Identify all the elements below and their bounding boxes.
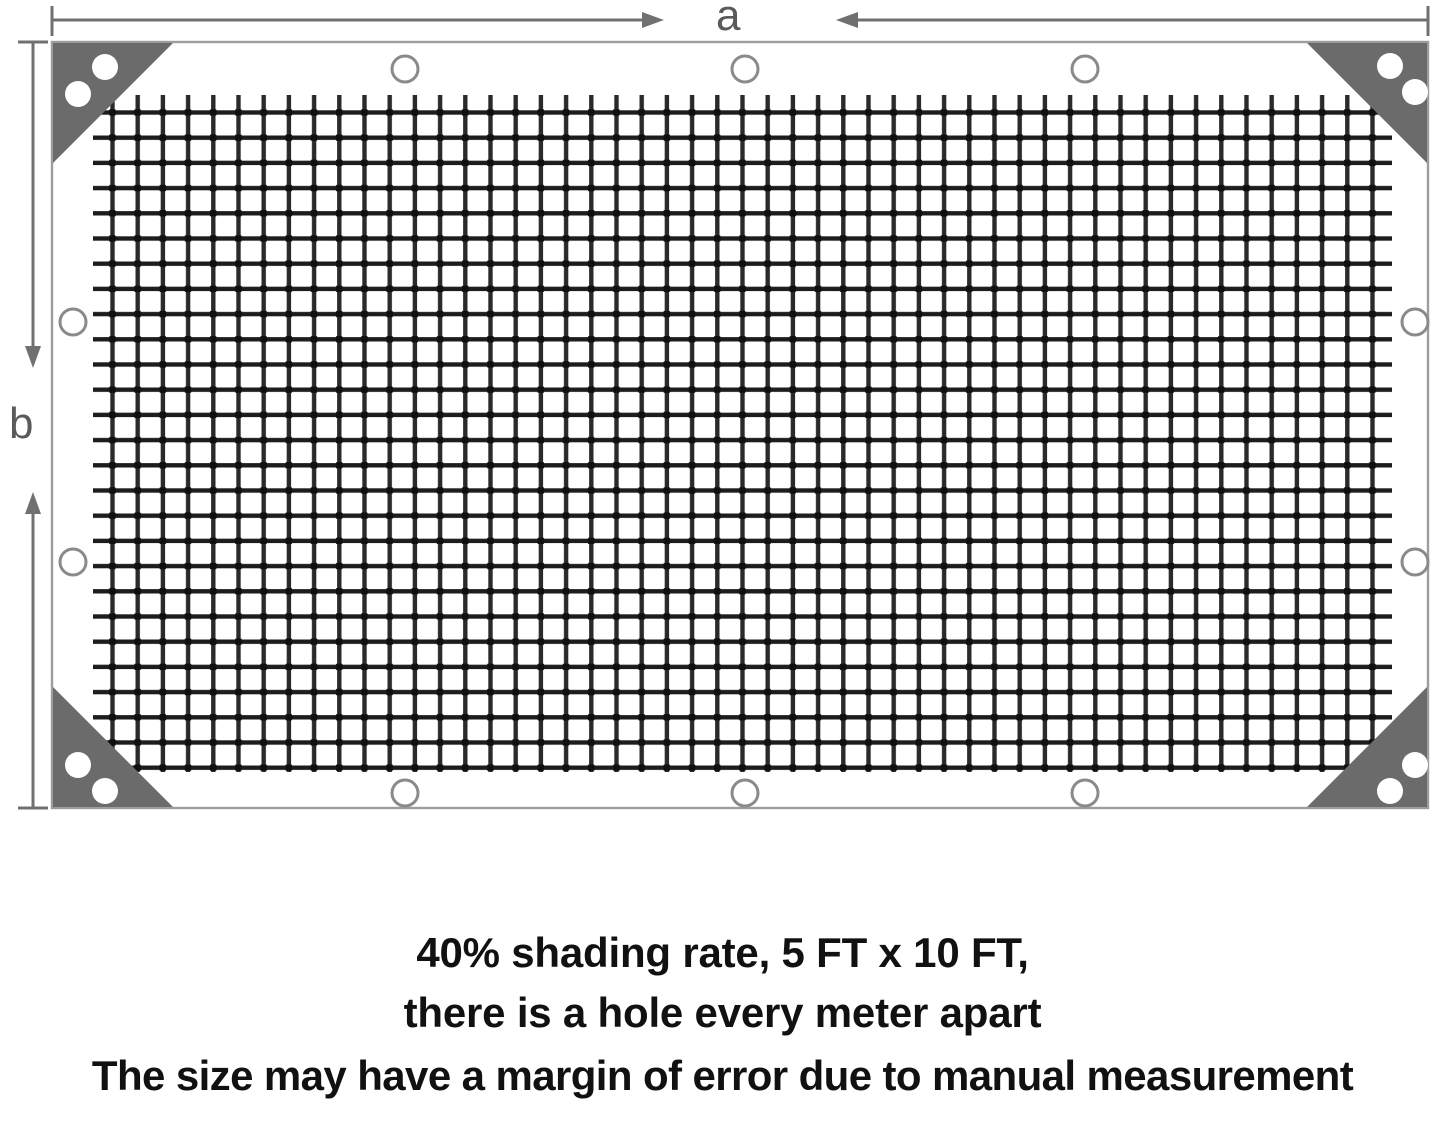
corner-patch-top-right <box>1307 43 1428 163</box>
mesh-field <box>93 95 1392 772</box>
grommet-bottom-2 <box>730 778 760 808</box>
mesh-intersection-knots <box>93 95 1392 772</box>
dimension-b-up-arrowhead <box>25 492 41 514</box>
corner-hole-top-left-2 <box>65 81 91 107</box>
grommet-left-2 <box>58 547 88 577</box>
caption-line-hole-spacing: there is a hole every meter apart <box>403 989 1042 1036</box>
dimension-b-group <box>18 40 48 810</box>
edge-grommets <box>58 54 1430 808</box>
corner-hole-bottom-right-1 <box>1402 752 1428 778</box>
corner-hole-bottom-left-1 <box>65 752 91 778</box>
corner-hole-bottom-left-2 <box>92 778 118 804</box>
grommet-right-1 <box>1400 307 1430 337</box>
corner-patch-bottom-right <box>1307 687 1428 807</box>
corner-patch-top-left-shape <box>53 43 173 163</box>
dimension-a-right-arrowhead <box>836 12 858 28</box>
caption-line-shading-rate: 40% shading rate, 5 FT x 10 FT, <box>416 929 1029 976</box>
corner-patches <box>53 43 1428 807</box>
grommet-top-3 <box>1070 54 1100 84</box>
corner-patch-bottom-right-shape <box>1307 687 1427 807</box>
dimension-b-down-arrowhead <box>25 346 41 368</box>
corner-hole-top-right-2 <box>1402 79 1428 105</box>
shade-cloth-illustration <box>18 6 1430 810</box>
grommet-left-1 <box>58 307 88 337</box>
grommet-bottom-1 <box>390 778 420 808</box>
caption-line-measurement-disclaimer: The size may have a margin of error due … <box>91 1052 1354 1099</box>
corner-patch-bottom-left <box>53 687 173 807</box>
corner-hole-top-right-1 <box>1377 53 1403 79</box>
grommet-top-2 <box>730 54 760 84</box>
dimension-label-b: b <box>9 399 34 448</box>
grommet-top-1 <box>390 54 420 84</box>
grommet-right-2 <box>1400 547 1430 577</box>
dimension-a-group <box>50 6 1430 36</box>
corner-patch-top-left <box>53 43 173 163</box>
corner-hole-bottom-right-2 <box>1377 778 1403 804</box>
dimension-label-a: a <box>716 0 741 40</box>
caption-block: 40% shading rate, 5 FT x 10 FT, there is… <box>0 925 1445 1107</box>
dimension-a-left-arrowhead <box>642 12 664 28</box>
grommet-bottom-3 <box>1070 778 1100 808</box>
corner-hole-top-left-1 <box>92 54 118 80</box>
